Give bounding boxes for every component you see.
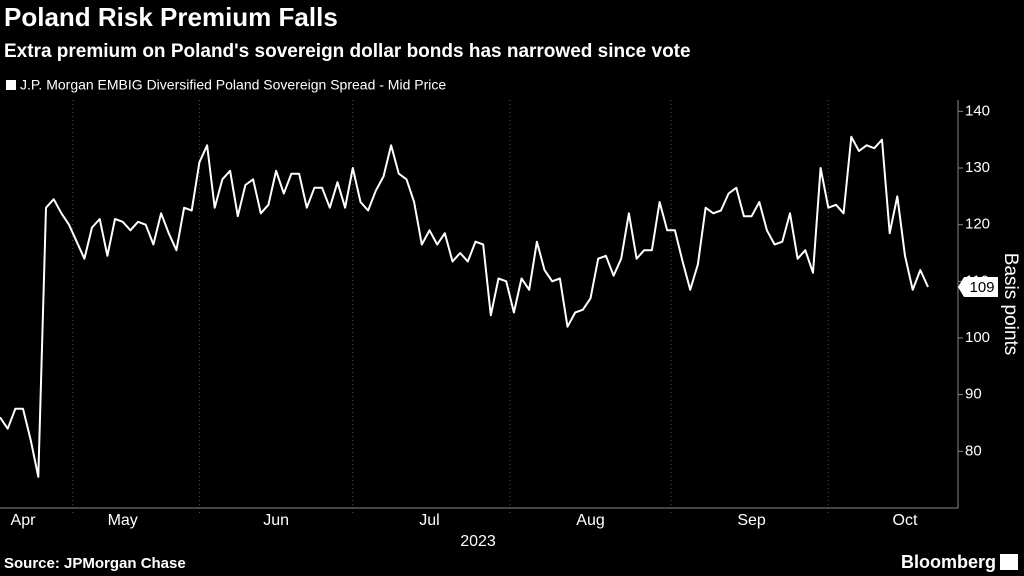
x-axis-label: 2023 — [460, 533, 496, 550]
source: Source: JPMorgan Chase — [4, 555, 186, 572]
last-value-label: 109 — [969, 279, 994, 296]
last-value-box — [958, 277, 998, 297]
x-tick-label: Apr — [11, 512, 37, 529]
y-tick-label: 90 — [965, 386, 982, 403]
x-tick-label: Sep — [737, 512, 766, 529]
legend-label: J.P. Morgan EMBIG Diversified Poland Sov… — [20, 77, 446, 93]
y-axis-label: Basis points — [1000, 253, 1021, 355]
brand: Bloomberg — [901, 552, 996, 572]
x-tick-label: Jun — [263, 512, 289, 529]
legend-swatch — [6, 80, 16, 90]
y-tick-label: 140 — [965, 102, 990, 119]
x-tick-label: May — [108, 512, 138, 529]
y-tick-label: 120 — [965, 216, 990, 233]
y-tick-label: 100 — [965, 329, 990, 346]
brand-logo — [1000, 554, 1018, 570]
line — [0, 135, 929, 478]
y-tick-label: 80 — [965, 442, 982, 459]
x-tick-label: Jul — [419, 512, 439, 529]
y-tick-label: 130 — [965, 159, 990, 176]
chart-subtitle: Extra premium on Poland's sovereign doll… — [4, 41, 691, 62]
chart-title: Poland Risk Premium Falls — [4, 2, 338, 32]
x-tick-label: Aug — [576, 512, 604, 529]
x-tick-label: Oct — [893, 512, 918, 529]
